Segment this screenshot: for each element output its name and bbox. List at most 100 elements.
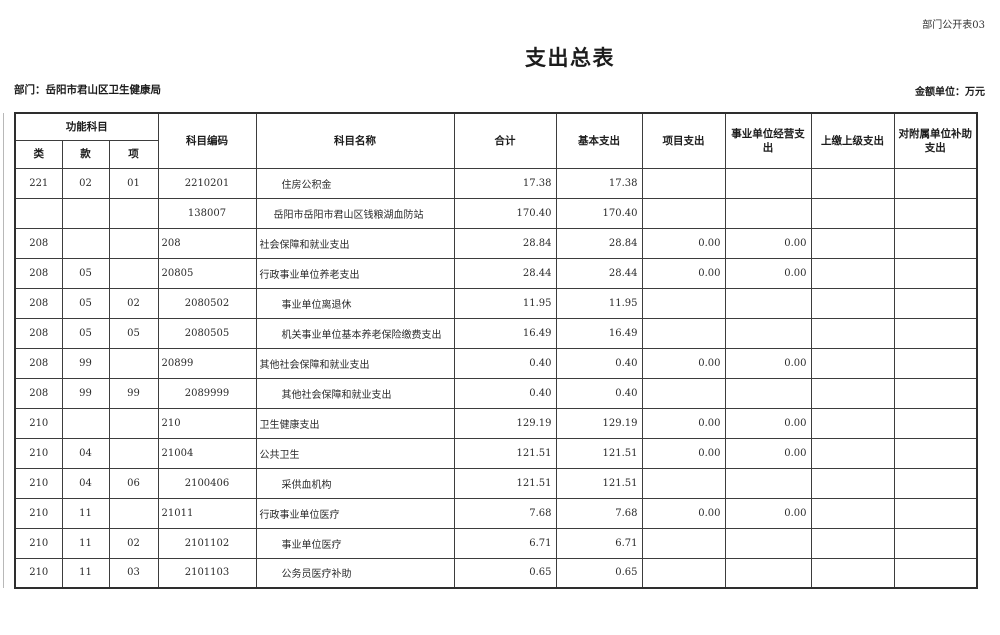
table-row: 210 11 21011 行政事业单位医疗 7.68 7.68 0.00 0.0…	[15, 498, 977, 528]
subject-name-cell: 行政事业单位养老支出	[256, 258, 454, 288]
project-expense-cell	[642, 378, 725, 408]
subject-code-cell: 2100406	[158, 468, 256, 498]
upper-remit-cell	[811, 348, 894, 378]
operating-expense-cell: 0.00	[725, 498, 811, 528]
upper-remit-cell	[811, 378, 894, 408]
operating-expense-cell: 0.00	[725, 348, 811, 378]
project-expense-cell: 0.00	[642, 438, 725, 468]
func-item-cell: 02	[109, 528, 158, 558]
func-item-cell: 01	[109, 168, 158, 198]
upper-remit-cell	[811, 228, 894, 258]
func-class-cell	[15, 198, 62, 228]
operating-expense-cell	[725, 198, 811, 228]
subsidy-cell	[894, 498, 977, 528]
upper-remit-cell	[811, 318, 894, 348]
operating-expense-cell: 0.00	[725, 438, 811, 468]
func-class-cell: 210	[15, 528, 62, 558]
basic-expense-cell: 121.51	[556, 438, 642, 468]
subsidy-cell	[894, 168, 977, 198]
func-class-cell: 221	[15, 168, 62, 198]
upper-remit-cell	[811, 468, 894, 498]
subject-code-cell: 21004	[158, 438, 256, 468]
subject-name-cell: 住房公积金	[256, 168, 454, 198]
subsidy-cell	[894, 318, 977, 348]
subject-name-cell: 公共卫生	[256, 438, 454, 468]
subject-code-header: 科目编码	[158, 113, 256, 168]
func-section-cell	[62, 228, 109, 258]
subject-code-cell: 210	[158, 408, 256, 438]
basic-expense-cell: 28.84	[556, 228, 642, 258]
total-cell: 11.95	[454, 288, 556, 318]
section-header: 款	[62, 140, 109, 168]
basic-expense-cell: 0.40	[556, 378, 642, 408]
operating-expense-cell	[725, 378, 811, 408]
subject-name-cell: 采供血机构	[256, 468, 454, 498]
total-cell: 0.40	[454, 378, 556, 408]
subject-name-cell: 公务员医疗补助	[256, 558, 454, 588]
subject-code-cell: 2210201	[158, 168, 256, 198]
subject-code-cell: 20805	[158, 258, 256, 288]
table-header: 功能科目 科目编码 科目名称 合计 基本支出 项目支出 事业单位经营支出 上缴上…	[15, 113, 977, 168]
upper-remit-cell	[811, 558, 894, 588]
func-section-cell	[62, 408, 109, 438]
basic-expense-header: 基本支出	[556, 113, 642, 168]
func-class-cell: 210	[15, 468, 62, 498]
subsidy-header: 对附属单位补助支出	[894, 113, 977, 168]
upper-remit-header: 上缴上级支出	[811, 113, 894, 168]
corner-label: 部门公开表03	[922, 16, 985, 31]
basic-expense-cell: 0.40	[556, 348, 642, 378]
func-section-cell: 05	[62, 258, 109, 288]
subject-code-cell: 2101102	[158, 528, 256, 558]
upper-remit-cell	[811, 498, 894, 528]
operating-expense-cell	[725, 168, 811, 198]
subsidy-cell	[894, 558, 977, 588]
subsidy-cell	[894, 378, 977, 408]
func-item-cell: 06	[109, 468, 158, 498]
basic-expense-cell: 129.19	[556, 408, 642, 438]
project-expense-cell: 0.00	[642, 498, 725, 528]
subsidy-cell	[894, 468, 977, 498]
expenditure-table: 功能科目 科目编码 科目名称 合计 基本支出 项目支出 事业单位经营支出 上缴上…	[14, 112, 978, 589]
upper-remit-cell	[811, 288, 894, 318]
subject-name-cell: 机关事业单位基本养老保险缴费支出	[256, 318, 454, 348]
subsidy-cell	[894, 258, 977, 288]
func-item-cell: 05	[109, 318, 158, 348]
func-class-cell: 208	[15, 348, 62, 378]
subject-name-cell: 行政事业单位医疗	[256, 498, 454, 528]
page-title: 支出总表	[0, 42, 1000, 72]
total-cell: 129.19	[454, 408, 556, 438]
subject-code-cell: 20899	[158, 348, 256, 378]
subject-name-cell: 社会保障和就业支出	[256, 228, 454, 258]
subject-name-cell: 卫生健康支出	[256, 408, 454, 438]
func-section-cell: 11	[62, 528, 109, 558]
project-expense-header: 项目支出	[642, 113, 725, 168]
func-subject-group-header: 功能科目	[15, 113, 158, 140]
basic-expense-cell: 6.71	[556, 528, 642, 558]
total-cell: 16.49	[454, 318, 556, 348]
func-item-cell: 03	[109, 558, 158, 588]
func-item-cell: 99	[109, 378, 158, 408]
func-class-cell: 208	[15, 228, 62, 258]
subsidy-cell	[894, 348, 977, 378]
func-section-cell: 04	[62, 438, 109, 468]
basic-expense-cell: 17.38	[556, 168, 642, 198]
func-class-cell: 208	[15, 288, 62, 318]
func-class-cell: 208	[15, 318, 62, 348]
func-section-cell: 11	[62, 498, 109, 528]
total-cell: 28.44	[454, 258, 556, 288]
project-expense-cell	[642, 318, 725, 348]
total-cell: 28.84	[454, 228, 556, 258]
subsidy-cell	[894, 228, 977, 258]
project-expense-cell	[642, 198, 725, 228]
basic-expense-cell: 7.68	[556, 498, 642, 528]
operating-expense-cell	[725, 558, 811, 588]
header-row-group: 功能科目 科目编码 科目名称 合计 基本支出 项目支出 事业单位经营支出 上缴上…	[15, 113, 977, 140]
table-row: 208 99 99 2089999 其他社会保障和就业支出 0.40 0.40	[15, 378, 977, 408]
table-row: 208 99 20899 其他社会保障和就业支出 0.40 0.40 0.00 …	[15, 348, 977, 378]
subject-name-cell: 岳阳市岳阳市君山区钱粮湖血防站	[256, 198, 454, 228]
func-item-cell	[109, 438, 158, 468]
operating-expense-cell	[725, 288, 811, 318]
project-expense-cell: 0.00	[642, 258, 725, 288]
project-expense-cell: 0.00	[642, 408, 725, 438]
subject-code-cell: 2080505	[158, 318, 256, 348]
